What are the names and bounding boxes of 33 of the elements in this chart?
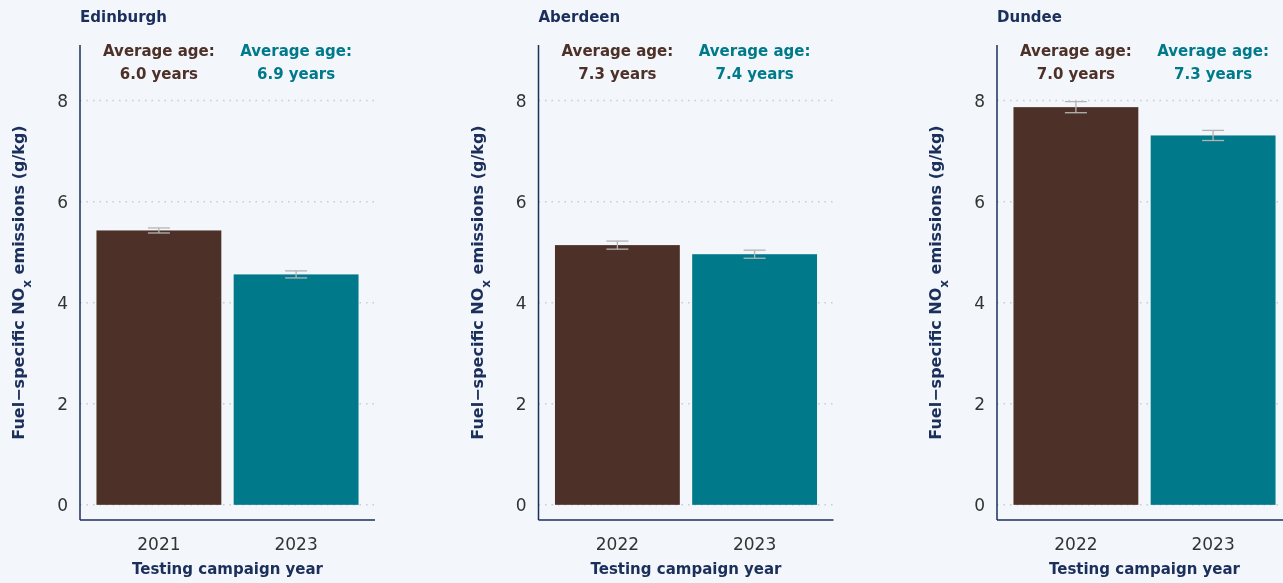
y-tick-label: 4: [57, 292, 68, 313]
y-tick-label: 2: [515, 393, 527, 414]
x-axis-title: Testing campaign year: [1048, 560, 1241, 578]
chart-title: Edinburgh: [80, 8, 168, 26]
y-tick-label: 4: [515, 292, 527, 313]
y-tick-label: 4: [974, 292, 985, 313]
y-tick-label: 0: [57, 494, 68, 515]
chart-title: Aberdeen: [538, 8, 621, 26]
x-axis-title: Testing campaign year: [131, 560, 324, 578]
x-tick-label: 2021: [137, 534, 181, 554]
y-tick-label: 8: [515, 90, 527, 111]
y-tick-label: 6: [974, 191, 985, 212]
annotation: Average age: 7.3 years: [561, 42, 674, 83]
y-tick-label: 8: [57, 90, 68, 111]
y-tick-label: 0: [515, 494, 527, 515]
y-tick-label: 6: [515, 191, 527, 212]
annotation: Average age: 7.3 years: [1157, 42, 1269, 83]
x-tick-label: 2023: [732, 534, 777, 554]
chart-title: Dundee: [997, 8, 1062, 26]
x-axis-title: Testing campaign year: [590, 560, 783, 578]
x-tick-label: 2023: [1191, 534, 1235, 554]
y-tick-label: 2: [974, 393, 985, 414]
x-tick-label: 2022: [595, 534, 640, 554]
y-tick-label: 6: [57, 191, 68, 212]
annotation: Average age: 7.0 years: [1020, 42, 1132, 83]
annotation: Average age: 6.0 years: [103, 42, 215, 83]
annotation: Average age: 6.9 years: [240, 42, 352, 83]
y-tick-label: 0: [974, 494, 985, 515]
annotation: Average age: 7.4 years: [698, 42, 811, 83]
x-tick-label: 2023: [274, 534, 318, 554]
x-tick-label: 2022: [1054, 534, 1098, 554]
y-tick-label: 2: [57, 393, 68, 414]
y-tick-label: 8: [974, 90, 985, 111]
